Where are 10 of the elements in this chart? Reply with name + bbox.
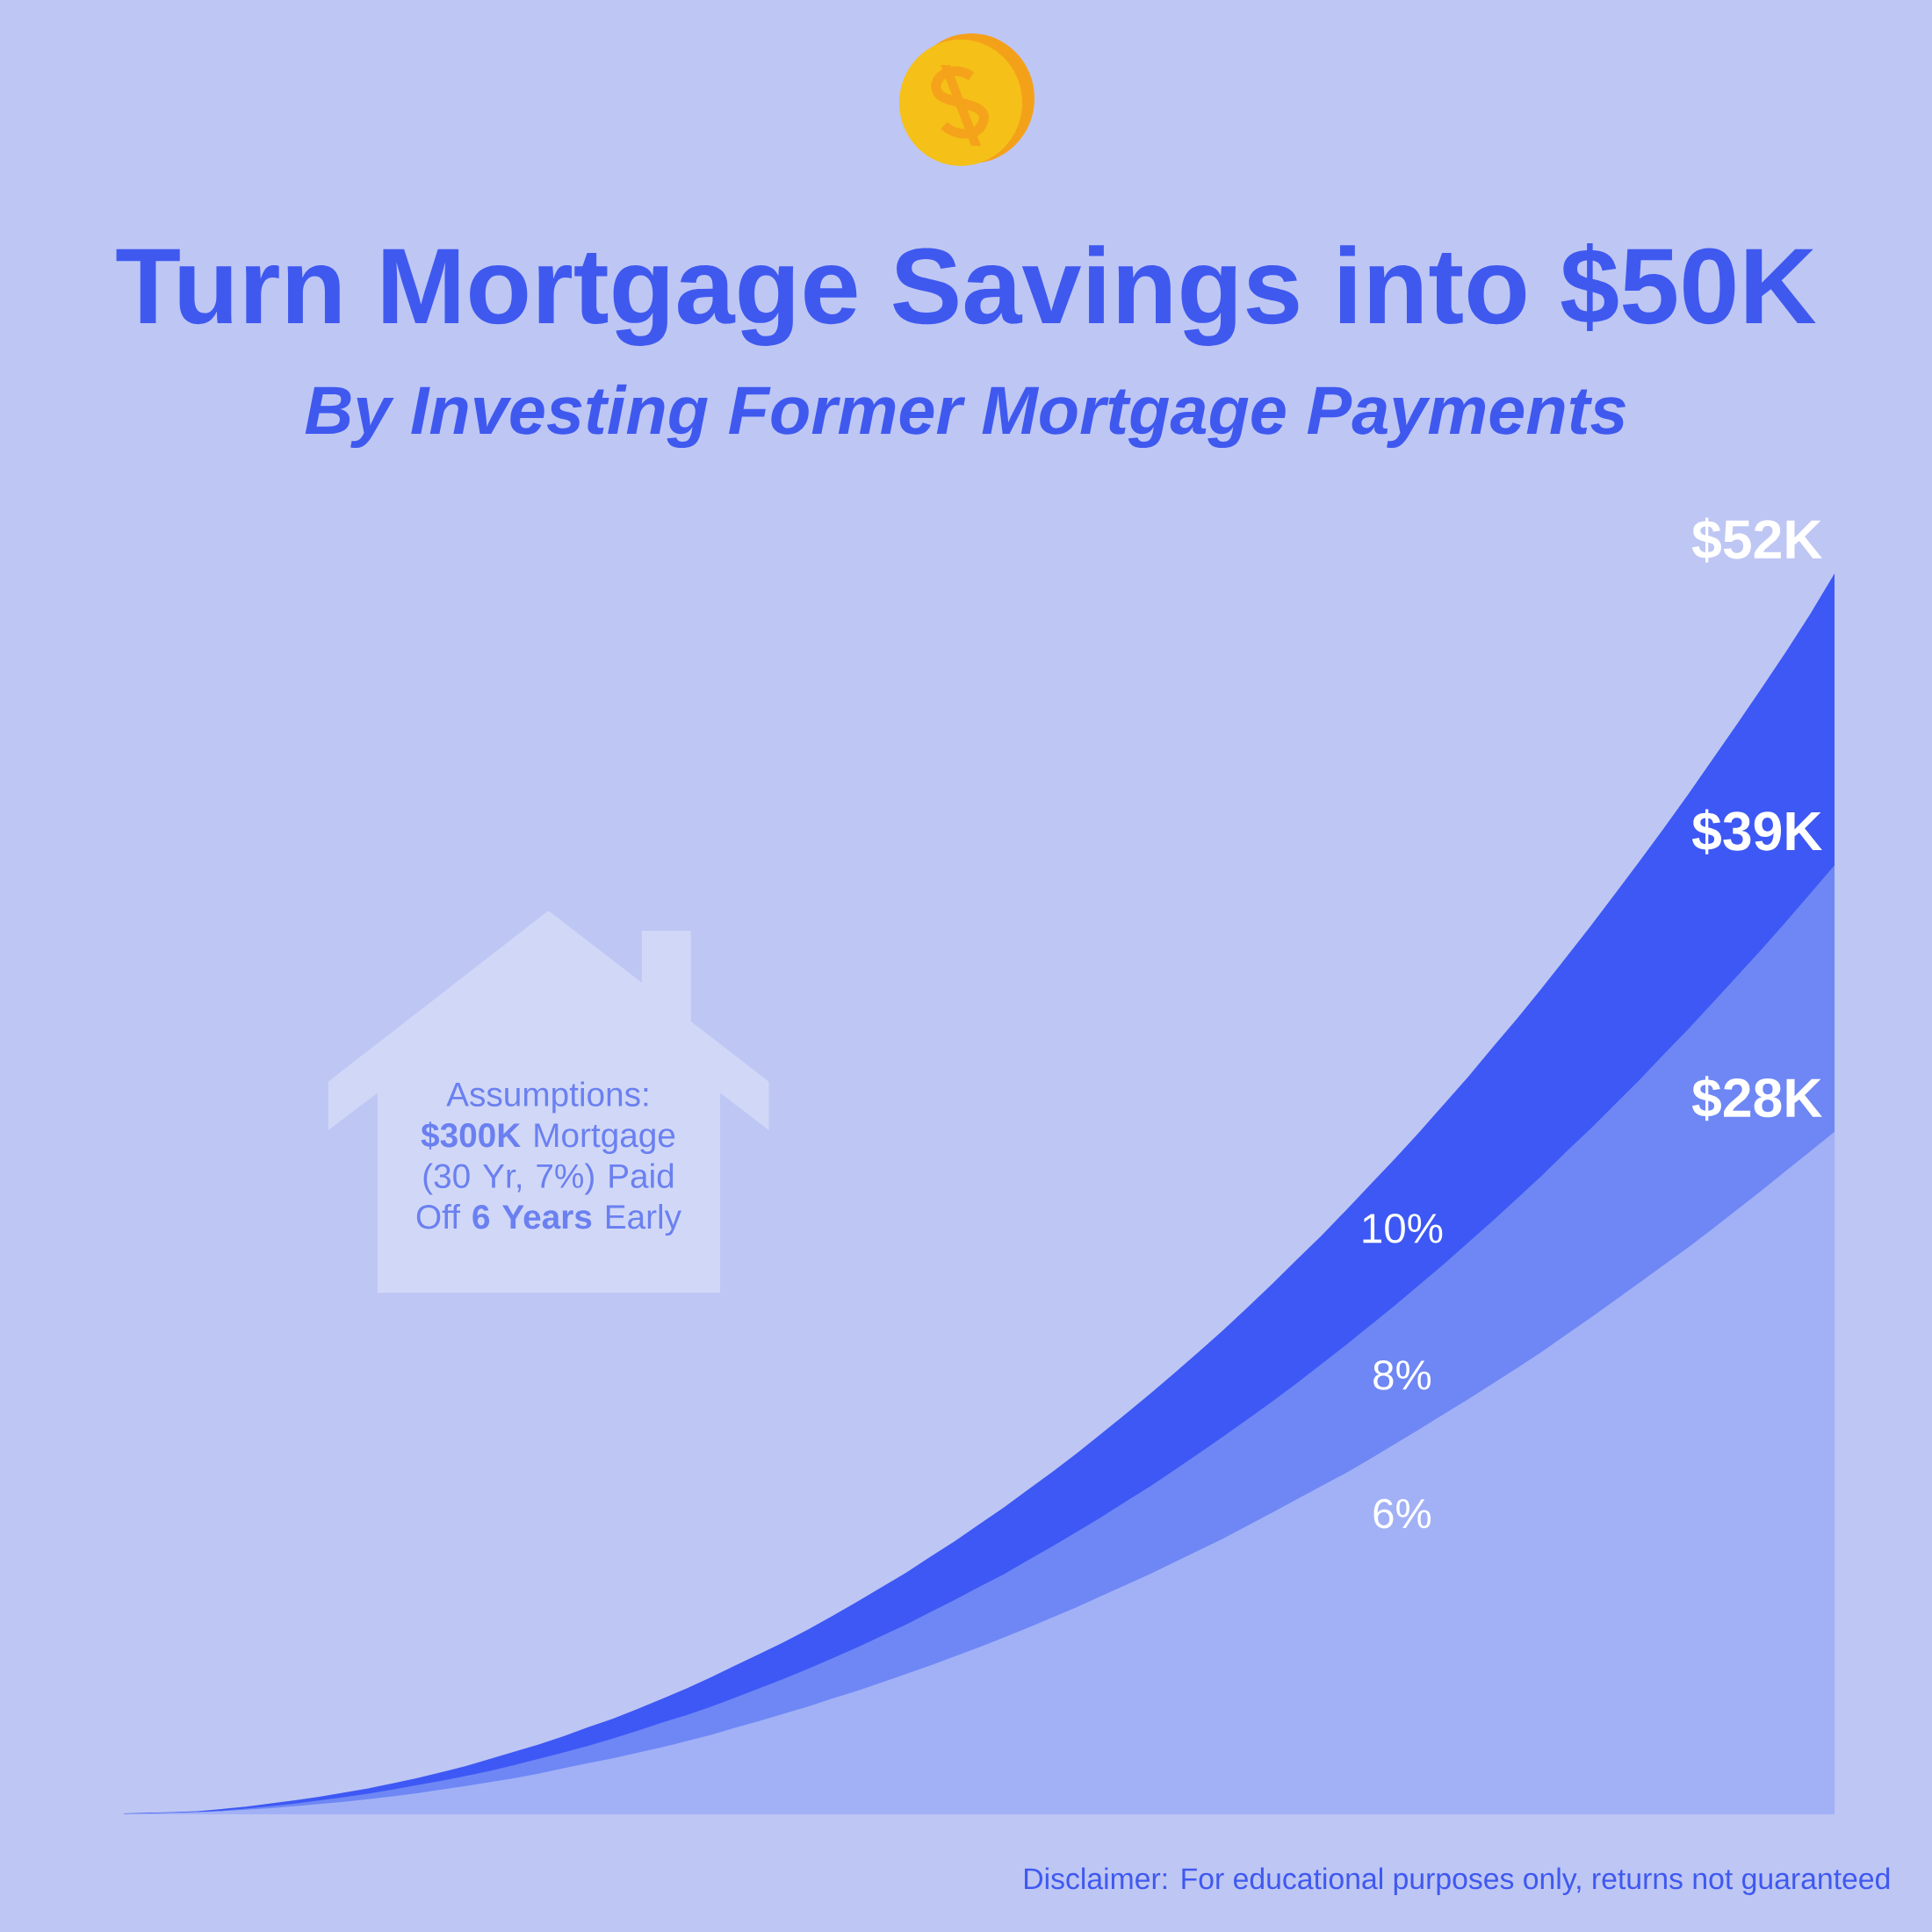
series-label: 10% — [1363, 1213, 1443, 1244]
data-label: $28K — [1691, 1076, 1822, 1121]
chart-subtitle: By Investing Former Mortgage Payments — [305, 384, 1626, 449]
chart-title: Turn Mortgage Savings into $50K — [116, 243, 1816, 346]
series-label: 8% — [1373, 1360, 1431, 1390]
data-label: $52K — [1691, 517, 1822, 563]
data-label: $39K — [1691, 809, 1822, 854]
text: Disclaimer: For educational purposes only, returns not guaranteed — [1025, 1867, 1890, 1896]
series-label: 6% — [1373, 1498, 1431, 1529]
annotation: Assumptions: $300K Mortgage (30 Yr, 7%) Paid Off 6 Years Early — [416, 1081, 681, 1236]
